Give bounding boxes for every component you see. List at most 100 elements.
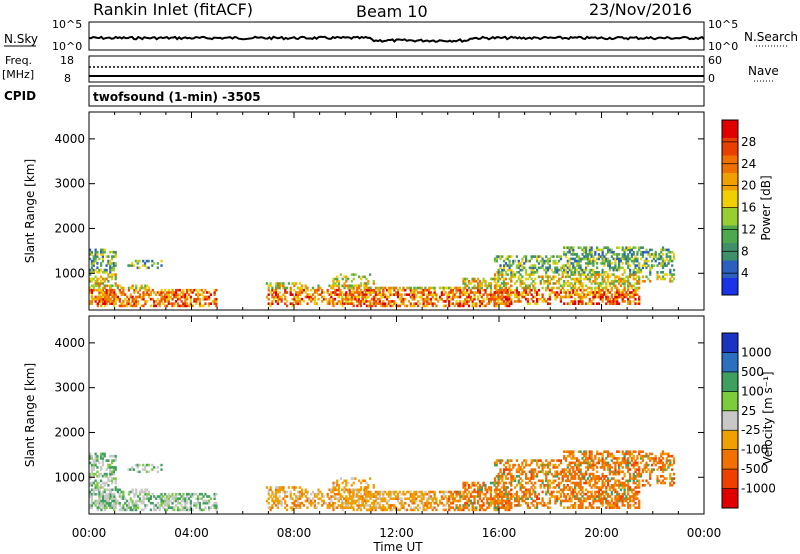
power-cell: [420, 297, 423, 301]
power-cell: [116, 295, 120, 299]
power-cell: [285, 300, 289, 303]
velocity-cell: [350, 506, 353, 509]
velocity-cell: [365, 497, 368, 500]
power-cell: [552, 275, 555, 279]
velocity-cell: [313, 504, 317, 507]
power-cell: [98, 284, 101, 288]
velocity-cell: [365, 504, 368, 507]
velocity-cell: [515, 504, 519, 507]
power-cell: [138, 295, 142, 299]
velocity-cell: [596, 475, 599, 478]
power-cell: [332, 297, 335, 301]
power-cell: [138, 266, 141, 270]
velocity-cell: [497, 492, 500, 496]
power-cell: [596, 295, 599, 299]
power-cell: [649, 248, 652, 252]
velocity-cell: [601, 486, 604, 489]
velocity-cell: [629, 479, 632, 483]
power-cell: [607, 288, 610, 292]
power-cell: [387, 291, 390, 294]
velocity-cell: [103, 472, 106, 476]
velocity-cell: [579, 492, 582, 496]
power-cell: [610, 293, 613, 296]
power-cell: [601, 268, 604, 272]
velocity-cell: [429, 495, 433, 498]
velocity-cell: [554, 499, 557, 503]
power-cell: [195, 300, 198, 303]
velocity-cell: [165, 499, 169, 503]
velocity-cell: [145, 470, 148, 474]
power-cell: [639, 268, 643, 272]
power-cell: [581, 284, 584, 288]
power-cell: [543, 280, 546, 283]
power-cell: [98, 288, 101, 292]
velocity-cell: [348, 497, 352, 500]
velocity-cell: [102, 506, 105, 509]
velocity-cell: [457, 506, 460, 509]
velocity-cell: [295, 486, 298, 489]
velocity-cell: [566, 499, 569, 503]
velocity-cell: [625, 499, 628, 503]
velocity-cell: [376, 506, 379, 509]
power-cell: [586, 253, 590, 256]
power-cell: [627, 302, 630, 305]
power-cell: [618, 246, 621, 249]
velocity-cell: [440, 497, 444, 500]
power-cell: [275, 300, 278, 303]
power-cell: [605, 253, 608, 256]
velocity-cell: [352, 490, 355, 494]
power-cell: [102, 291, 105, 294]
power-cell: [552, 271, 555, 274]
power-cell: [588, 262, 591, 265]
power-cell: [517, 291, 520, 294]
power-cell: [590, 300, 593, 303]
power-cell: [510, 255, 513, 258]
velocity-cell: [523, 499, 526, 503]
velocity-cell: [636, 472, 639, 476]
power-cell: [469, 297, 472, 301]
power-cell: [607, 280, 610, 283]
velocity-cell: [568, 452, 571, 456]
velocity-cell: [112, 466, 116, 469]
power-cell: [151, 259, 154, 263]
power-cell: [574, 297, 577, 301]
power-cell: [337, 282, 341, 285]
velocity-cell: [384, 508, 387, 512]
velocity-cell: [407, 504, 411, 507]
power-cell: [103, 248, 106, 252]
power-cell: [614, 264, 617, 267]
power-cell: [661, 275, 665, 279]
power-cell: [373, 291, 376, 294]
power-cell: [515, 264, 519, 267]
velocity-cell: [579, 481, 582, 485]
velocity-cell: [497, 475, 500, 478]
velocity-cell: [559, 495, 563, 498]
velocity-cell: [350, 501, 353, 505]
velocity-cell: [354, 488, 357, 492]
velocity-cell: [656, 477, 659, 480]
velocity-cell: [114, 479, 117, 483]
velocity-cell: [501, 472, 504, 476]
velocity-cell: [495, 508, 498, 512]
velocity-cell: [104, 504, 107, 507]
velocity-cell: [136, 463, 139, 467]
power-cell: [365, 304, 369, 308]
power-cell: [510, 280, 513, 283]
power-cell: [369, 291, 372, 294]
power-cell: [634, 297, 637, 301]
velocity-cell: [354, 495, 357, 498]
power-cell: [616, 268, 619, 272]
power-cell: [548, 282, 552, 285]
power-cell: [592, 293, 595, 296]
velocity-cell: [162, 506, 165, 509]
velocity-cell: [517, 481, 520, 485]
power-cell: [480, 295, 483, 299]
velocity-cell: [603, 466, 606, 469]
power-cell: [280, 282, 283, 285]
velocity-cell: [639, 472, 643, 476]
power-cell: [550, 277, 553, 281]
power-cell: [525, 288, 528, 292]
velocity-cell: [581, 495, 584, 498]
power-cell: [149, 291, 153, 294]
velocity-cell: [478, 492, 482, 496]
